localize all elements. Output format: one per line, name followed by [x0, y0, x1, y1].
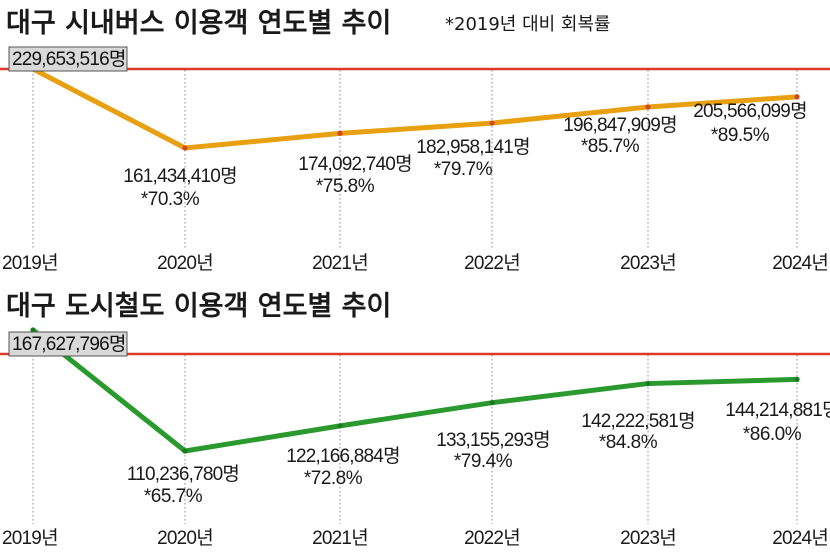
- data-label: 142,222,581명: [581, 410, 695, 432]
- data-label: 144,214,881명: [725, 399, 830, 421]
- x-tick-label: 2022년: [464, 252, 520, 274]
- recovery-label: *84.8%: [599, 432, 658, 453]
- data-point: [182, 448, 188, 454]
- data-point: [794, 94, 800, 100]
- x-tick-label: 2024년: [772, 527, 828, 549]
- x-tick-label: 2023년: [620, 527, 676, 549]
- recovery-label: *70.3%: [141, 189, 200, 210]
- data-label: 133,155,293명: [436, 429, 550, 451]
- recovery-label: *79.4%: [454, 451, 513, 472]
- x-tick-label: 2021년: [312, 527, 368, 549]
- recovery-label: *86.0%: [743, 424, 802, 445]
- series-line: [30, 66, 800, 151]
- data-point: [30, 327, 36, 333]
- data-label: 182,958,141명: [416, 136, 530, 158]
- data-label: 174,092,740명: [298, 153, 412, 175]
- x-tick-label: 2023년: [620, 252, 676, 274]
- recovery-label: *75.8%: [316, 176, 375, 197]
- x-tick-label: 2022년: [464, 527, 520, 549]
- x-tick-label: 2024년: [772, 252, 828, 274]
- series-line: [30, 327, 800, 454]
- data-label: 196,847,909명: [563, 114, 677, 136]
- data-point: [337, 130, 343, 136]
- recovery-label: *85.7%: [581, 136, 640, 157]
- recovery-label: *89.5%: [711, 125, 770, 146]
- x-tick-label: 2020년: [157, 527, 213, 549]
- recovery-label: *79.7%: [434, 159, 493, 180]
- x-tick-label: 2020년: [157, 252, 213, 274]
- data-point: [337, 423, 343, 429]
- chart-panel-1: 대구 시내버스 이용객 연도별 추이 *2019년 대비 회복률 229,653,5…: [0, 8, 830, 274]
- data-point: [489, 120, 495, 126]
- data-label: 205,566,099명: [693, 100, 807, 122]
- recovery-label: *72.8%: [304, 468, 363, 489]
- data-label: 110,236,780명: [127, 463, 239, 485]
- data-label: 229,653,516명: [12, 48, 126, 70]
- chart-title: 대구 도시철도 이용객 연도별 추이: [6, 291, 391, 322]
- data-label: 122,166,884명: [286, 445, 400, 467]
- chart-title: 대구 시내버스 이용객 연도별 추이: [6, 8, 391, 39]
- x-tick-label: 2019년: [2, 527, 58, 549]
- data-label: 167,627,796명: [12, 333, 126, 355]
- x-tick-label: 2019년: [2, 252, 58, 274]
- data-point: [645, 380, 651, 387]
- chart-panel-2: 대구 도시철도 이용객 연도별 추이 167,627,796명 110,236,78…: [0, 291, 830, 549]
- data-label: 161,434,410명: [123, 165, 237, 187]
- baseline-value-box: [8, 331, 128, 357]
- data-point: [489, 400, 495, 406]
- data-point: [182, 145, 188, 151]
- baseline-value-box: [8, 46, 128, 72]
- data-point: [645, 104, 651, 110]
- x-tick-label: 2021년: [312, 252, 368, 274]
- data-point: [794, 376, 800, 382]
- recovery-label: *65.7%: [144, 486, 203, 507]
- chart-note: *2019년 대비 회복률: [445, 14, 611, 35]
